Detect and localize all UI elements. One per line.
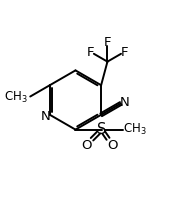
Text: F: F [86,46,94,59]
Text: N: N [120,96,129,109]
Text: CH$_3$: CH$_3$ [123,122,147,137]
Text: O: O [81,139,91,152]
Text: N: N [41,110,51,123]
Text: S: S [97,122,106,137]
Text: O: O [107,139,118,152]
Text: CH$_3$: CH$_3$ [4,90,28,105]
Text: F: F [121,46,129,59]
Text: F: F [104,36,111,49]
